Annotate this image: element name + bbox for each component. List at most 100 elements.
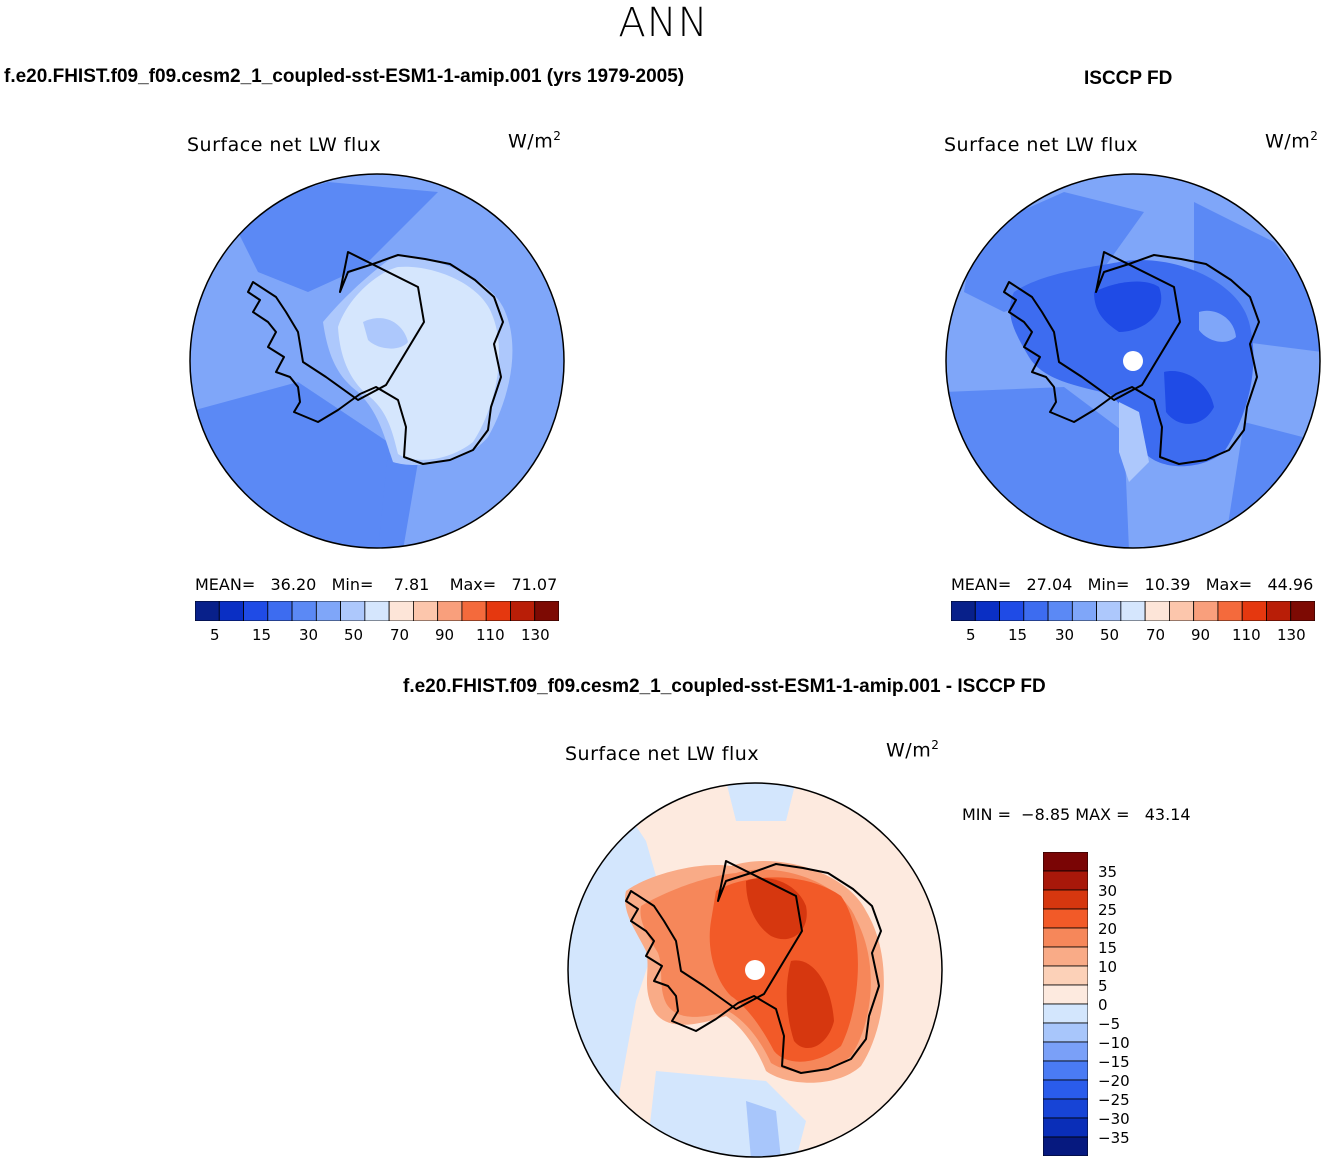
colorbar-swatch	[1290, 601, 1315, 621]
obs-map-boundary	[945, 173, 1321, 549]
test-colorbar	[195, 601, 559, 621]
test-map-interior-patch	[363, 318, 408, 349]
test-map-region-northwest	[228, 182, 438, 292]
obs-colorbar-tick: 90	[1191, 626, 1211, 644]
test-colorbar-tick: 30	[299, 626, 319, 644]
diff-map-boundary	[567, 782, 943, 1158]
obs-colorbar	[951, 601, 1315, 621]
obs-colorbar-tick: 70	[1146, 626, 1166, 644]
diff-colorbar-tick: 5	[1098, 977, 1108, 995]
colorbar-swatch	[1043, 1136, 1088, 1156]
colorbar-swatch	[1193, 601, 1219, 621]
test-colorbar-tick: 70	[390, 626, 410, 644]
obs-colorbar-tick: 110	[1232, 626, 1261, 644]
colorbar-swatch	[1043, 1060, 1088, 1081]
colorbar-swatch	[1043, 1079, 1088, 1100]
test-case-title: f.e20.FHIST.f09_f09.cesm2_1_coupled-sst-…	[4, 66, 685, 87]
obs-variable-label: Surface net LW flux	[944, 134, 1139, 156]
colorbar-swatch	[340, 601, 366, 621]
diff-stats: MIN = −8.85 MAX = 43.14	[962, 805, 1191, 824]
colorbar-swatch	[534, 601, 559, 621]
colorbar-swatch	[243, 601, 269, 621]
diff-colorbar-tick: −25	[1098, 1091, 1130, 1109]
colorbar-swatch	[461, 601, 487, 621]
colorbar-swatch	[951, 601, 976, 621]
diff-variable-label: Surface net LW flux	[565, 743, 760, 765]
colorbar-swatch	[1047, 601, 1073, 621]
diff-polar-map	[567, 782, 943, 1158]
obs-polar-map	[945, 173, 1321, 549]
colorbar-swatch	[1043, 927, 1088, 948]
diff-colorbar-tick: 20	[1098, 920, 1118, 938]
colorbar-swatch	[1043, 965, 1088, 986]
diff-colorbar-tick: −10	[1098, 1034, 1130, 1052]
obs-colorbar-tick: 30	[1055, 626, 1075, 644]
obs-units-label: W/m2	[1265, 129, 1319, 153]
colorbar-swatch	[999, 601, 1025, 621]
diff-units-label: W/m2	[886, 738, 940, 762]
diff-colorbar-tick: −30	[1098, 1110, 1130, 1128]
colorbar-swatch	[1168, 601, 1195, 621]
colorbar-swatch	[1043, 946, 1088, 967]
test-stats: MEAN= 36.20 Min= 7.81 Max= 71.07	[195, 575, 558, 594]
colorbar-swatch	[1144, 601, 1170, 621]
diff-colorbar-tick: 15	[1098, 939, 1118, 957]
diff-map-positive-maximum	[786, 960, 834, 1049]
diff-colorbar-tick: −15	[1098, 1053, 1130, 1071]
colorbar-swatch	[485, 601, 511, 621]
colorbar-swatch	[1120, 601, 1146, 621]
colorbar-swatch	[195, 601, 220, 621]
diff-colorbar-tick: 35	[1098, 863, 1118, 881]
colorbar-swatch	[1071, 601, 1098, 621]
colorbar-swatch	[974, 601, 1000, 621]
obs-colorbar-tick: 50	[1100, 626, 1120, 644]
test-map-boundary	[189, 173, 565, 549]
colorbar-swatch	[510, 601, 536, 621]
obs-map-pole-hole	[1123, 351, 1143, 371]
obs-colorbar-tick: 5	[966, 626, 976, 644]
diff-case-title: f.e20.FHIST.f09_f09.cesm2_1_coupled-sst-…	[403, 676, 1046, 697]
colorbar-swatch	[388, 601, 414, 621]
test-variable-label: Surface net LW flux	[187, 134, 382, 156]
colorbar-swatch	[364, 601, 390, 621]
obs-map-interior-patch	[1199, 310, 1236, 342]
diff-map-negative-core-south	[746, 1101, 781, 1157]
colorbar-swatch	[1043, 852, 1088, 872]
obs-colorbar-tick: 15	[1008, 626, 1028, 644]
test-map-coastline	[247, 251, 504, 465]
colorbar-swatch	[437, 601, 463, 621]
test-polar-map	[189, 173, 565, 549]
obs-map-sea-patch	[1119, 402, 1149, 482]
test-colorbar-tick: 5	[210, 626, 220, 644]
diff-colorbar-tick: 10	[1098, 958, 1118, 976]
test-colorbar-tick: 110	[476, 626, 505, 644]
obs-map-interior-minimum	[1164, 371, 1214, 424]
colorbar-swatch	[1043, 1117, 1088, 1138]
diff-colorbar	[1043, 852, 1088, 1156]
test-colorbar-tick: 15	[252, 626, 272, 644]
colorbar-swatch	[1043, 870, 1088, 891]
colorbar-swatch	[1043, 1022, 1088, 1043]
colorbar-swatch	[218, 601, 244, 621]
diff-colorbar-tick: −35	[1098, 1129, 1130, 1147]
colorbar-swatch	[1043, 889, 1088, 910]
colorbar-swatch	[1043, 1003, 1088, 1024]
colorbar-swatch	[1043, 984, 1088, 1005]
test-map-antarctica-interior	[338, 266, 500, 460]
colorbar-swatch	[291, 601, 317, 621]
colorbar-swatch	[1096, 601, 1122, 621]
colorbar-swatch	[1043, 1041, 1088, 1062]
colorbar-swatch	[1217, 601, 1243, 621]
colorbar-swatch	[1241, 601, 1267, 621]
obs-colorbar-tick: 130	[1277, 626, 1306, 644]
colorbar-swatch	[1266, 601, 1292, 621]
diff-colorbar-tick: 30	[1098, 882, 1118, 900]
test-colorbar-tick: 90	[435, 626, 455, 644]
colorbar-swatch	[315, 601, 342, 621]
test-units-label: W/m2	[508, 129, 562, 153]
diff-map-pole-hole	[745, 960, 765, 980]
colorbar-swatch	[1043, 908, 1088, 929]
colorbar-swatch	[267, 601, 293, 621]
colorbar-swatch	[1043, 1098, 1088, 1119]
test-colorbar-tick: 50	[344, 626, 364, 644]
